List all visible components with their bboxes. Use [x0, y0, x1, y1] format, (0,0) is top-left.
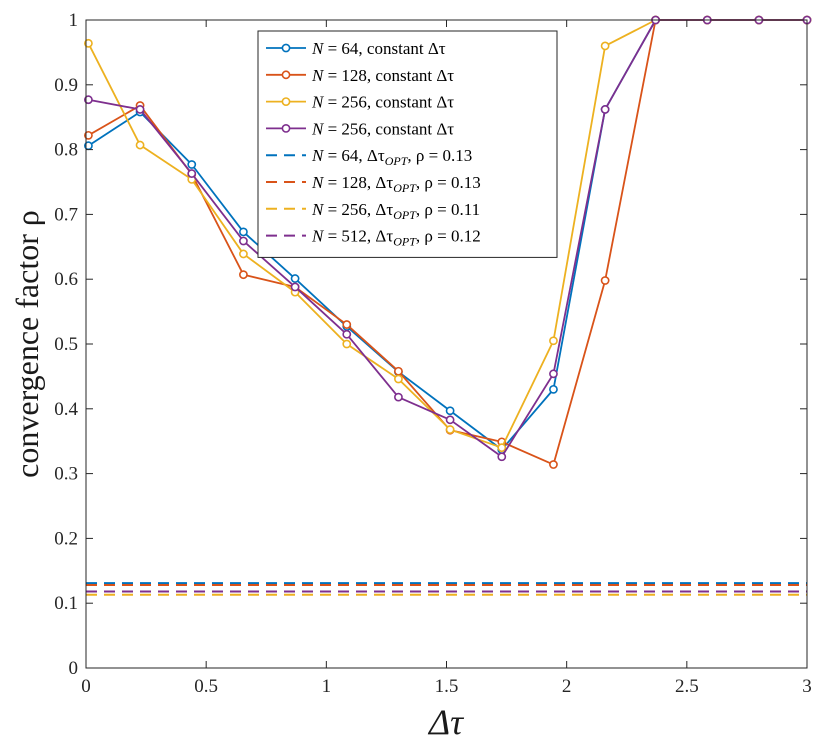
x-tick-label-5: 2.5: [675, 676, 699, 697]
legend-box: [257, 30, 558, 258]
series-1-point-5: [342, 320, 352, 329]
y-tick-label-2: 0.2: [54, 528, 78, 549]
y-tick-label-10: 1: [69, 10, 79, 31]
series-0-point-7: [445, 406, 455, 416]
y-tick-label-0: 0: [69, 658, 79, 679]
legend-label-4: N = 64, ΔτOPT, ρ = 0.13: [311, 146, 472, 168]
legend: N = 64, constant Δτ N = 128, constant Δτ N…: [257, 30, 558, 258]
series-3-point-10: [600, 105, 610, 114]
y-tick-label-4: 0.4: [54, 399, 78, 420]
x-tick-label-1: 0.5: [194, 676, 218, 697]
series-3-point-9: [549, 369, 558, 379]
legend-label-3: N = 256, constant Δτ: [311, 119, 454, 138]
series-2-point-1: [135, 140, 145, 150]
y-tick-label-3: 0.3: [54, 464, 78, 485]
series-1-point-3: [239, 270, 248, 280]
series-3-point-8: [497, 452, 507, 462]
x-tick-label-4: 2: [562, 676, 572, 697]
series-3-point-3: [239, 236, 248, 246]
x-tick-label-2: 1: [322, 676, 332, 697]
y-axis-title: convergence factor ρ: [9, 210, 45, 478]
x-tick-label-6: 3: [802, 676, 812, 697]
y-tick-label-1: 0.1: [54, 593, 78, 614]
legend-label-2: N = 256, constant Δτ: [311, 93, 454, 112]
legend-marker-2: [281, 97, 291, 106]
series-0-point-2: [187, 160, 197, 169]
y-tick-label-9: 0.9: [54, 75, 78, 96]
series-2-point-3: [239, 249, 248, 259]
legend-label-7: N = 512, ΔτOPT, ρ = 0.12: [311, 227, 481, 249]
series-3-point-5: [342, 329, 352, 339]
series-3-point-6: [394, 392, 403, 402]
series-1-point-0: [84, 130, 93, 140]
y-tick-label-5: 0.5: [54, 334, 78, 355]
y-tick-label-6: 0.6: [54, 269, 78, 290]
series-2-point-0: [84, 38, 93, 48]
series-2-point-8: [497, 443, 507, 453]
legend-marker-3: [281, 123, 291, 133]
series-2-point-6: [394, 374, 403, 384]
series-1-point-6: [394, 366, 403, 376]
series-3-point-1: [135, 105, 145, 114]
legend-marker-0: [281, 43, 291, 53]
series-1-point-10: [600, 276, 610, 285]
series-2-point-9: [549, 336, 558, 346]
x-tick-label-3: 1.5: [435, 676, 459, 697]
y-tick-label-8: 0.8: [54, 140, 78, 161]
axes-layer: 0 0.5 1 1.5 2 2.5 3 0 0.1 0.2 0.3 0.4 0.5 0.6 0.7 0.8 0.…: [54, 10, 812, 697]
series-3-point-0: [84, 95, 93, 105]
x-axis-title: Δτ: [427, 702, 464, 742]
series-3-point-7: [445, 415, 455, 425]
series-2-point-10: [600, 41, 610, 51]
x-tick-label-0: 0: [81, 676, 91, 697]
legend-label-6: N = 256, ΔτOPT, ρ = 0.11: [311, 200, 480, 222]
legend-label-5: N = 128, ΔτOPT, ρ = 0.13: [311, 173, 481, 195]
series-0-point-4: [290, 274, 300, 283]
series-2-point-7: [445, 425, 455, 434]
y-tick-label-7: 0.7: [54, 204, 78, 225]
series-2-point-5: [342, 339, 352, 349]
legend-marker-1: [281, 70, 291, 80]
series-3-point-2: [187, 169, 197, 178]
series-0-point-9: [549, 384, 558, 394]
series-0-point-3: [239, 227, 248, 237]
legend-label-1: N = 128, constant Δτ: [311, 66, 454, 85]
series-1-point-9: [549, 460, 558, 469]
series-3-point-4: [290, 282, 300, 292]
legend-label-0: N = 64, constant Δτ: [311, 39, 446, 58]
